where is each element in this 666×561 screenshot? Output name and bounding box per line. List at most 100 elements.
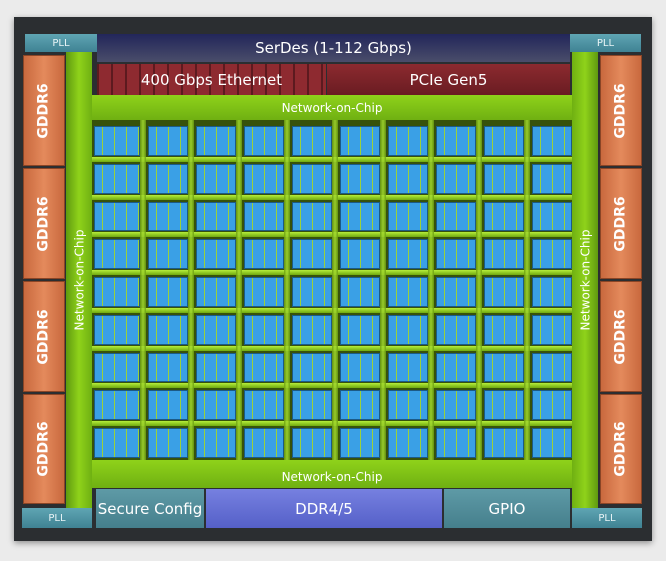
core-tile (436, 201, 476, 232)
core-tile (148, 428, 188, 458)
core-tile (388, 352, 428, 383)
serdes-label: SerDes (1-112 Gbps) (255, 39, 412, 57)
pll-bottom-right: PLL (572, 508, 642, 528)
pcie-label: PCIe Gen5 (409, 70, 488, 89)
core-tile (484, 277, 524, 307)
core-tile (532, 163, 572, 194)
core-tile (436, 163, 476, 194)
core-tile (388, 277, 428, 307)
noc-top: Network-on-Chip (92, 95, 572, 120)
core-tile (532, 126, 572, 156)
core-tile (484, 352, 524, 383)
pll-label: PLL (48, 512, 66, 524)
core-tile (532, 239, 572, 270)
core-tile (292, 428, 332, 458)
gddr-block-left-3: GDDR6 (23, 281, 65, 392)
noc-column-link (524, 120, 530, 460)
core-tile (292, 314, 332, 345)
noc-column-link (140, 120, 146, 460)
secure-config-block: Secure Config (96, 489, 204, 528)
core-grid (92, 120, 572, 460)
ethernet-block: 400 Gbps Ethernet (97, 64, 326, 95)
noc-label: Network-on-Chip (578, 229, 592, 331)
noc-label: Network-on-Chip (281, 470, 383, 484)
gddr-block-right-4: GDDR6 (600, 394, 642, 504)
core-tile (244, 428, 284, 458)
core-tile (292, 239, 332, 270)
core-tile (388, 314, 428, 345)
pcie-block: PCIe Gen5 (327, 64, 570, 95)
core-tile (292, 163, 332, 194)
noc-right: Network-on-Chip (572, 52, 598, 508)
pll-bottom-left: PLL (22, 508, 92, 528)
core-tile (340, 163, 380, 194)
noc-column-link (332, 120, 338, 460)
ethernet-label: 400 Gbps Ethernet (140, 70, 283, 89)
core-tile (340, 239, 380, 270)
core-tile (244, 126, 284, 156)
core-tile (388, 428, 428, 458)
core-tile (196, 314, 236, 345)
core-tile (196, 352, 236, 383)
core-tile (532, 201, 572, 232)
core-tile (196, 239, 236, 270)
core-tile (484, 163, 524, 194)
core-tile (94, 314, 140, 345)
core-tile (148, 126, 188, 156)
core-tile (196, 277, 236, 307)
core-tile (244, 390, 284, 421)
secure-config-label: Secure Config (97, 499, 203, 518)
core-tile (436, 126, 476, 156)
core-tile (94, 126, 140, 156)
noc-column-link (188, 120, 194, 460)
core-tile (388, 390, 428, 421)
ddr-block: DDR4/5 (206, 489, 442, 528)
core-tile (484, 428, 524, 458)
noc-column-link (428, 120, 434, 460)
core-tile (148, 277, 188, 307)
gddr-label: GDDR6 (36, 308, 53, 365)
gddr-block-left-1: GDDR6 (23, 55, 65, 166)
core-tile (436, 390, 476, 421)
core-tile (292, 126, 332, 156)
core-tile (340, 201, 380, 232)
core-tile (148, 314, 188, 345)
core-tile (196, 201, 236, 232)
core-tile (340, 428, 380, 458)
core-tile (436, 239, 476, 270)
core-tile (484, 201, 524, 232)
serdes-block: SerDes (1-112 Gbps) (97, 34, 570, 62)
core-tile (148, 239, 188, 270)
core-tile (388, 163, 428, 194)
noc-bottom: Network-on-Chip (92, 460, 572, 488)
gddr-label: GDDR6 (613, 308, 630, 365)
core-tile (148, 352, 188, 383)
core-tile (94, 239, 140, 270)
core-tile (340, 390, 380, 421)
core-tile (148, 163, 188, 194)
core-tile (484, 314, 524, 345)
core-tile (292, 277, 332, 307)
noc-label: Network-on-Chip (281, 100, 383, 115)
core-tile (532, 428, 572, 458)
core-tile (340, 352, 380, 383)
gddr-label: GDDR6 (36, 195, 53, 252)
core-tile (148, 390, 188, 421)
noc-column-link (476, 120, 482, 460)
core-tile (94, 390, 140, 421)
core-tile (292, 390, 332, 421)
core-tile (196, 163, 236, 194)
core-tile (94, 201, 140, 232)
gddr-label: GDDR6 (613, 421, 630, 477)
pll-label: PLL (598, 512, 616, 524)
gddr-block-right-3: GDDR6 (600, 281, 642, 392)
noc-column-link (284, 120, 290, 460)
gddr-label: GDDR6 (613, 195, 630, 252)
noc-label: Network-on-Chip (72, 229, 86, 331)
core-tile (94, 277, 140, 307)
core-tile (388, 239, 428, 270)
core-tile (340, 314, 380, 345)
core-tile (532, 352, 572, 383)
gddr-label: GDDR6 (36, 421, 53, 477)
core-tile (244, 352, 284, 383)
